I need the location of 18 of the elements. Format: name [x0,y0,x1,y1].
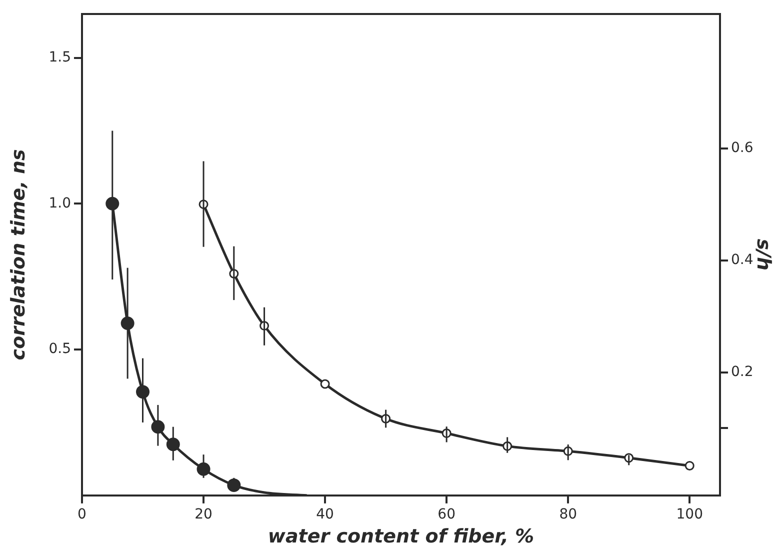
x-tick-label: 60 [438,506,456,522]
x-axis-title: water content of fiber, % [268,526,534,548]
y-tick-label: 1.0 [48,195,71,212]
y2-tick-label: 0.2 [731,364,754,380]
point [684,460,694,470]
x-tick-label: 80 [559,506,578,522]
y-tick-label: 0.5 [48,341,71,358]
point [320,379,330,389]
y2-tick-label: 0.6 [731,140,754,156]
x-tick-label: 0 [78,506,86,522]
point [227,478,241,492]
y2-tick-label: 0.4 [731,252,754,268]
x-tick-label: 40 [316,506,334,522]
x-tick-label: 20 [194,506,212,522]
x-tick-label: 100 [676,506,703,522]
y-tick-label: 1.5 [48,49,71,66]
y2-axis-title: s/h [752,238,775,271]
y-axis-title: correlation time, ns [7,149,30,360]
